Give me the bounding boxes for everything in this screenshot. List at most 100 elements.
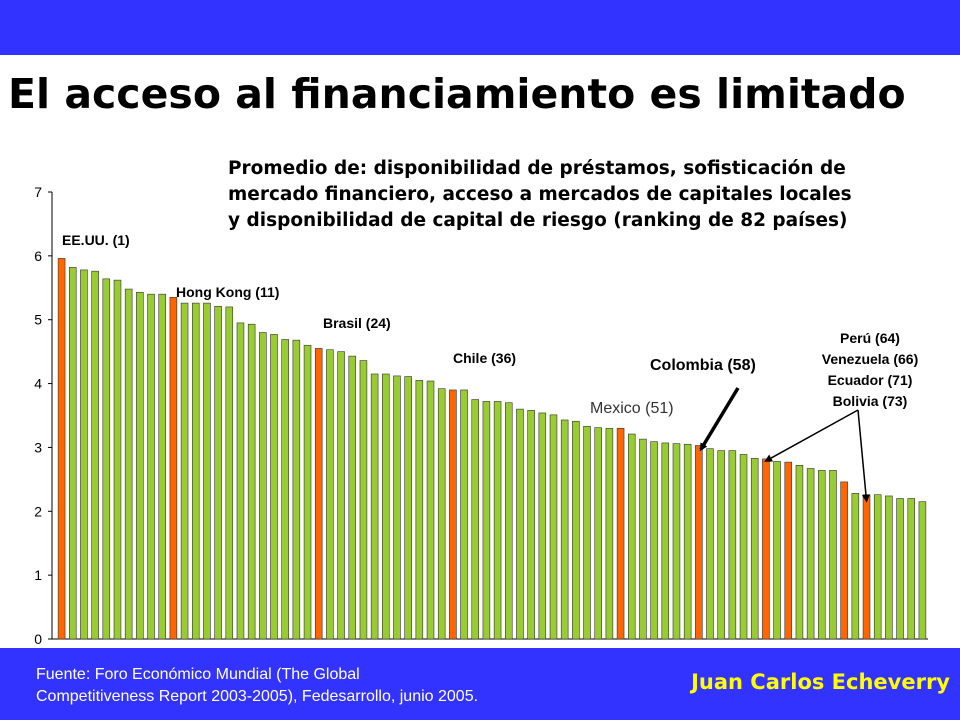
bar bbox=[136, 291, 144, 640]
bar bbox=[270, 334, 278, 640]
annotation-group: Perú (64) Venezuela (66) Ecuador (71) Bo… bbox=[800, 328, 940, 412]
chart-bars bbox=[57, 258, 927, 640]
chart-subtitle-line: mercado financiero, acceso a mercados de… bbox=[228, 184, 852, 205]
bar bbox=[236, 322, 245, 640]
bar bbox=[437, 388, 446, 640]
bar bbox=[57, 258, 66, 640]
bar bbox=[516, 408, 524, 640]
bar bbox=[896, 498, 904, 640]
bar bbox=[225, 306, 234, 640]
chart-subtitle-line: Promedio de: disponibilidad de préstamos… bbox=[228, 158, 846, 179]
bar bbox=[572, 420, 580, 640]
bar bbox=[303, 344, 312, 640]
annotation-mexico: Mexico (51) bbox=[590, 400, 674, 417]
bar bbox=[214, 305, 222, 640]
bar bbox=[281, 339, 289, 640]
bar bbox=[460, 389, 468, 640]
arrow-peru bbox=[764, 409, 859, 462]
bar bbox=[169, 297, 178, 640]
annotation-chile: Chile (36) bbox=[453, 350, 517, 366]
bar bbox=[840, 481, 848, 640]
bar bbox=[348, 355, 357, 640]
bar bbox=[69, 267, 77, 640]
bar bbox=[203, 302, 211, 640]
bar bbox=[113, 279, 122, 640]
bar bbox=[504, 402, 513, 640]
bar bbox=[180, 302, 189, 640]
annotation-peru: Perú (64) bbox=[840, 330, 900, 346]
bar bbox=[627, 433, 636, 640]
bar bbox=[773, 461, 781, 640]
bar bbox=[493, 401, 502, 640]
bar bbox=[583, 426, 591, 640]
bar bbox=[393, 375, 401, 640]
bar bbox=[829, 470, 837, 640]
annotation-hongkong: Hong Kong (11) bbox=[176, 284, 280, 300]
bar-chart: 0 1 2 3 4 5 6 7 bbox=[34, 184, 928, 647]
bar bbox=[885, 495, 893, 640]
bar bbox=[80, 269, 88, 640]
bar bbox=[426, 380, 435, 640]
bar bbox=[873, 494, 882, 640]
annotation-ecuador: Ecuador (71) bbox=[827, 372, 913, 388]
bar bbox=[91, 270, 99, 640]
y-tick-label: 6 bbox=[34, 248, 42, 264]
y-tick-label: 4 bbox=[34, 376, 42, 392]
bar bbox=[762, 458, 770, 640]
bar bbox=[639, 438, 647, 640]
bar bbox=[370, 373, 379, 640]
bar bbox=[538, 412, 547, 640]
bar bbox=[795, 465, 804, 640]
y-tick-label: 3 bbox=[34, 439, 42, 455]
footer-author: Juan Carlos Echeverry bbox=[691, 670, 950, 694]
annotation-usa: EE.UU. (1) bbox=[62, 232, 130, 248]
bar bbox=[292, 339, 301, 640]
bar bbox=[851, 493, 860, 640]
bar bbox=[683, 443, 692, 640]
bar bbox=[695, 445, 703, 640]
bar bbox=[706, 448, 714, 640]
bar bbox=[527, 410, 535, 640]
bar bbox=[359, 360, 368, 640]
bar bbox=[415, 380, 424, 640]
bar bbox=[784, 461, 793, 640]
bar bbox=[661, 442, 670, 640]
y-tick-label: 7 bbox=[34, 184, 42, 200]
bar bbox=[728, 450, 737, 640]
bar bbox=[739, 454, 748, 640]
top-banner bbox=[0, 0, 960, 55]
chart-axes: 0 1 2 3 4 5 6 7 bbox=[34, 184, 928, 647]
annotation-bolivia: Bolivia (73) bbox=[832, 393, 908, 409]
bar bbox=[449, 389, 457, 640]
y-tick-label: 0 bbox=[34, 631, 42, 647]
bar bbox=[247, 323, 256, 640]
bar bbox=[907, 498, 916, 640]
bar bbox=[750, 457, 759, 640]
bar bbox=[594, 427, 602, 640]
chart-subtitle-line: y disponibilidad de capital de riesgo (r… bbox=[228, 210, 848, 231]
bar bbox=[259, 332, 267, 640]
bar bbox=[918, 501, 927, 640]
y-tick-label: 5 bbox=[34, 312, 42, 328]
bar bbox=[191, 302, 200, 640]
bar bbox=[862, 494, 871, 640]
arrow-bolivia bbox=[857, 409, 870, 503]
chart-arrows bbox=[699, 387, 870, 503]
bar bbox=[717, 450, 725, 640]
bar bbox=[158, 293, 166, 640]
annotation-brasil: Brasil (24) bbox=[323, 315, 391, 331]
bar bbox=[326, 349, 334, 640]
slide-title: El acceso al financiamiento es limitado bbox=[8, 70, 906, 118]
bar bbox=[818, 470, 826, 640]
bar bbox=[147, 293, 155, 640]
arrow-colombia bbox=[699, 387, 740, 452]
footer-source-line: Competitiveness Report 2003-2005), Fedes… bbox=[36, 688, 479, 705]
footer-banner bbox=[0, 648, 960, 720]
bar bbox=[672, 443, 681, 640]
footer-source: Fuente: Foro Económico Mundial (The Glob… bbox=[36, 664, 596, 708]
bar bbox=[314, 348, 323, 640]
bar bbox=[650, 441, 658, 640]
bar bbox=[605, 427, 614, 640]
y-tick-label: 2 bbox=[34, 503, 42, 519]
footer-source-line: Fuente: Foro Económico Mundial (The Glob… bbox=[36, 666, 360, 683]
